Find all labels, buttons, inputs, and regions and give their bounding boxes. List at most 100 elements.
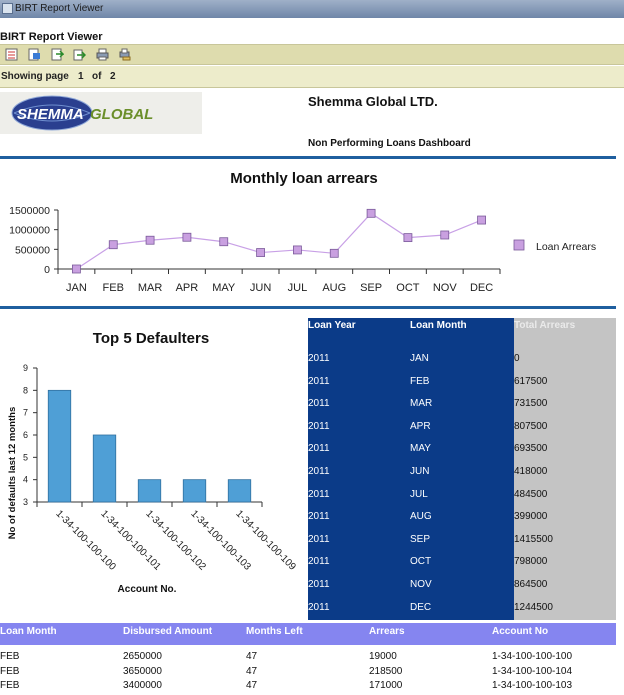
table-row: 2011 NOV 864500 [308,574,616,598]
export-icon[interactable] [28,48,41,61]
y-tick-label: 3 [23,497,28,507]
data-point-marker [366,208,376,218]
table-text: 2011 [308,488,330,500]
data-point-marker [293,245,302,255]
table-text: 2011 [308,511,330,523]
table-text: DEC [410,601,432,613]
current-page: 1 [78,71,84,82]
column-header-cell: Loan Year [308,318,410,349]
x-tick-label: JUL [288,282,308,294]
table-row: 2011 APR 807500 [308,416,616,440]
table-text: 864500 [514,578,548,590]
monthly-arrears-line-chart: 1500000 1000000 500000 0 JAN FEB MAR APR MAY JUN J… [9,205,596,294]
table-header-row: Loan Year Loan Month Total Arrears [308,318,616,349]
x-tick-label: MAR [138,282,163,294]
table-cell: 2011 [308,371,410,395]
table-cell: SEP [410,529,514,553]
export-report-icon[interactable] [73,48,86,61]
data-point-marker [72,264,81,274]
dashboard-title: Non Performing Loans Dashboard [308,138,471,149]
table-cell: 2011 [308,507,410,530]
table-text: 2011 [308,601,330,613]
table-cell: 1415500 [514,529,616,553]
table-cell: JAN [410,349,514,372]
data-point-marker [219,237,229,247]
table-text: 2011 [308,353,330,364]
table-cell: 2011 [308,597,410,621]
x-tick-label: APR [176,282,199,294]
table-row: 2011 MAR 731500 [308,394,616,417]
table-cell: 0 [514,349,616,372]
app-icon [2,3,13,14]
column-header-cell: Total Arrears [514,318,616,349]
table-text: 617500 [514,375,548,387]
table-header-row: Loan Month Disbursed Amount Months Left Arr… [0,623,616,645]
column-header: Arrears [369,626,405,637]
table-cell: 47 [246,651,258,662]
column-header: Months Left [246,626,303,637]
table-row: 2011 OCT 798000 [308,552,616,575]
y-axis-title: No of defaults last 12 months [7,407,18,540]
table-cell: 2011 [308,574,410,598]
table-cell: DEC [410,597,514,621]
x-tick-label: SEP [360,282,382,294]
x-tick-label: MAY [212,282,236,294]
top-defaulters-bar-chart: 98765431-34-100-100-1001-34-100-100-1011… [7,363,298,595]
x-tick-label: NOV [433,282,458,294]
table-cell: 731500 [514,394,616,417]
table-cell: AUG [410,507,514,530]
table-text: 807500 [514,420,548,432]
table-cell: 47 [246,665,258,677]
table-cell: NOV [410,574,514,598]
table-text: APR [410,420,431,432]
column-header-text: Loan Year [308,320,356,331]
table-cell: 218500 [369,665,403,677]
logo-text-shemma: SHEMMA [17,106,84,123]
data-point-marker [256,248,265,257]
table-cell: JUL [410,484,514,508]
table-text: FEB [410,375,430,387]
table-cell: 2011 [308,461,410,485]
table-cell: FEB [0,651,20,662]
loan-details-table: Loan Month Disbursed Amount Months Left Arr… [0,623,616,693]
page-nav-bar: Showing page 1 of 2 [0,66,624,88]
section-divider [0,156,616,159]
table-cell: 19000 [369,651,397,662]
data-point-marker [403,233,413,243]
bar-1-34-100-100-109 [227,479,252,503]
table-text: 2011 [308,443,330,455]
table-text: 418000 [514,465,548,477]
print-icon[interactable] [96,48,109,61]
column-header: Account No [492,626,549,637]
table-cell: MAR [410,394,514,417]
table-row: 2011 JUN 418000 [308,461,616,485]
toolbar [0,44,624,65]
table-text: MAR [410,398,433,410]
table-cell: 3650000 [123,665,162,677]
arrears-table: Loan Year Loan Month Total Arrears 2011 JAN 0… [308,318,616,621]
column-header-cell: Loan Month [410,318,514,349]
x-tick-label: FEB [103,282,124,294]
y-tick-label: 6 [23,430,28,440]
table-row: FEB 3400000 47 171000 1-34-100-100-103 [0,678,616,693]
table-text: 2011 [308,465,330,477]
column-header: Loan Month [0,626,57,637]
table-cell: 418000 [514,461,616,485]
company-name: Shemma Global LTD. [308,94,438,109]
table-cell: 484500 [514,484,616,508]
y-tick-label: 0 [44,264,50,276]
table-row: 2011 FEB 617500 [308,371,616,395]
table-text: 1415500 [514,533,553,545]
print-server-icon[interactable] [118,48,131,61]
export-data-icon[interactable] [51,48,64,61]
legend-marker [513,239,525,251]
table-cell: FEB [0,680,20,692]
series-line-loan-arrears [76,212,482,270]
toc-icon[interactable] [5,48,18,61]
table-cell: 693500 [514,439,616,462]
table-text: 399000 [514,511,548,523]
table-cell: JUN [410,461,514,485]
table-cell: 171000 [369,680,403,692]
table-cell: FEB [410,371,514,395]
total-pages: 2 [110,71,116,82]
